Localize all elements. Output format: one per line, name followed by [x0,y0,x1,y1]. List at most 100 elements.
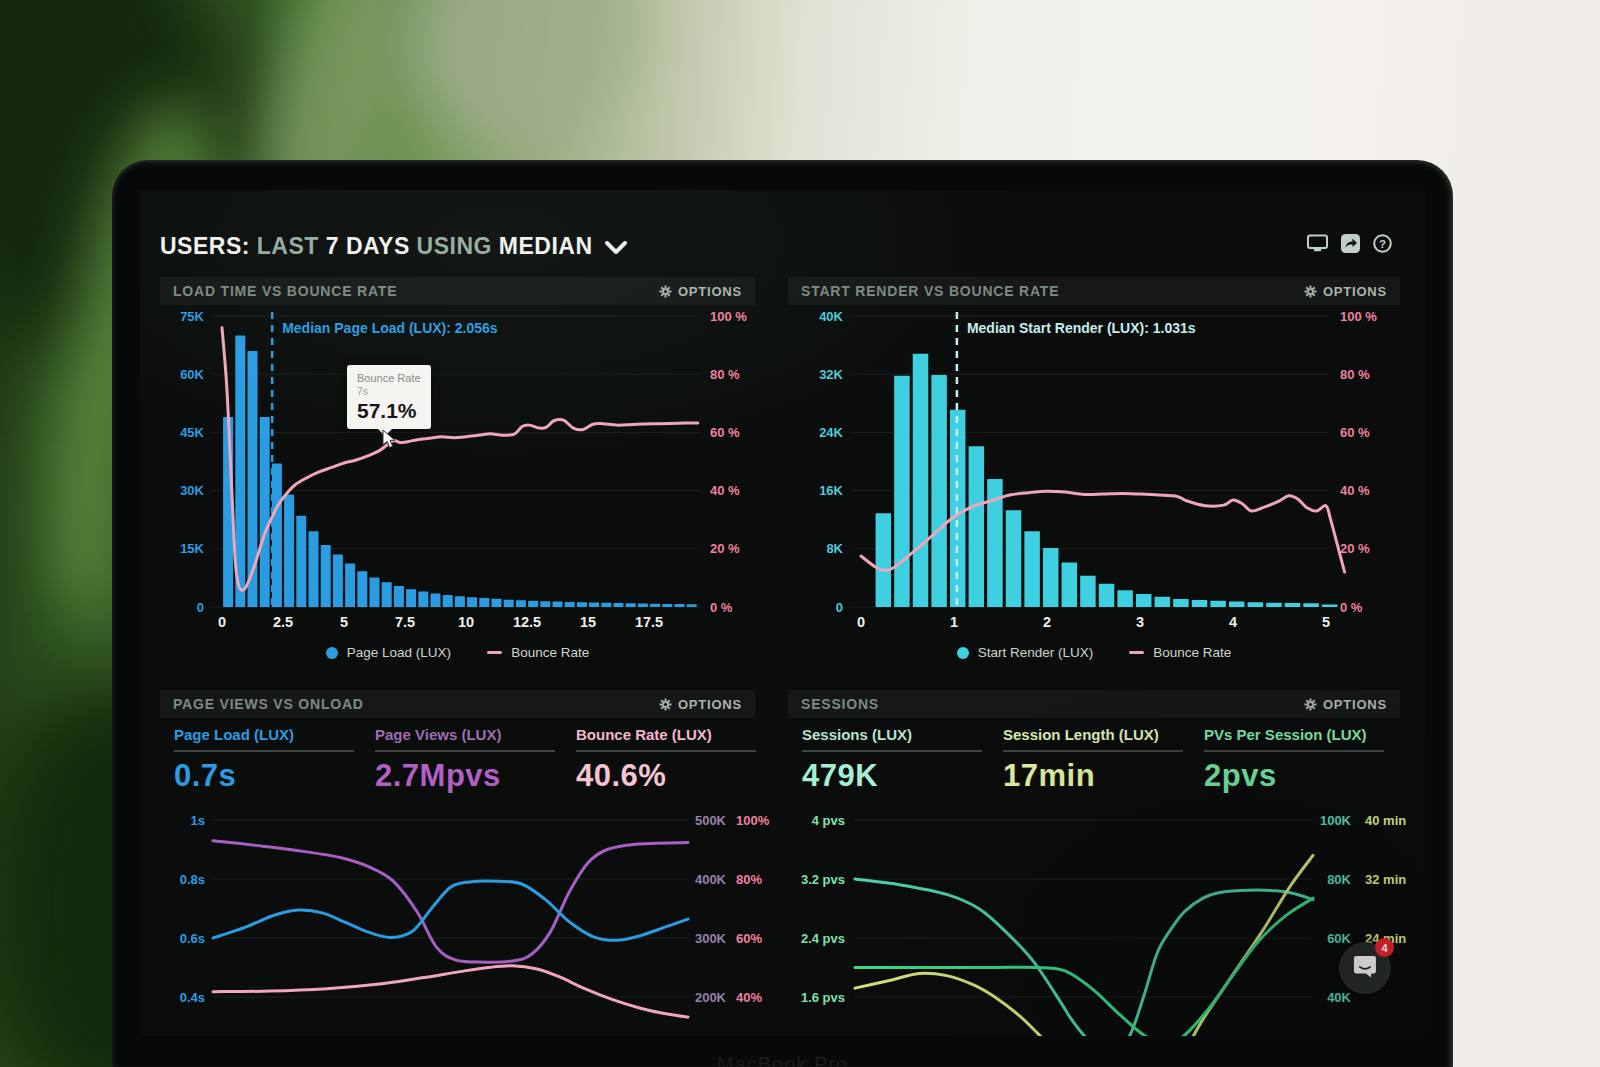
metric-session-length: Session Length (LUX)17min [1003,726,1183,794]
options-button[interactable]: OPTIONS [1304,697,1387,712]
options-button[interactable]: OPTIONS [659,284,742,299]
intercom-chat-button[interactable]: 4 [1339,942,1391,994]
svg-text:60 %: 60 % [1340,425,1370,440]
display-icon[interactable] [1307,234,1328,253]
svg-text:0: 0 [218,614,226,630]
svg-text:17.5: 17.5 [635,614,663,630]
series-Page Load [213,881,688,940]
svg-text:2.4 pvs: 2.4 pvs [801,931,845,946]
svg-text:100 %: 100 % [710,309,747,324]
chat-icon [1352,955,1378,981]
metric-page-load: Page Load (LUX)0.7s [174,726,354,794]
panel-load-time-vs-bounce-rate: LOAD TIME VS BOUNCE RATE OPTIONS 75K100 … [160,277,755,677]
title-median: MEDIAN [499,233,593,260]
svg-text:40 min: 40 min [1365,813,1406,828]
metric-pvs-per-session: PVs Per Session (LUX)2pvs [1204,726,1384,794]
series-PVs Per Session [855,898,1313,1036]
svg-text:80%: 80% [736,872,762,887]
svg-text:20 %: 20 % [710,541,740,556]
metric-sessions: Sessions (LUX)479K [802,726,982,794]
load-time-histogram-chart[interactable]: 75K100 %60K80 %45K60 %30K40 %15K20 %00 %… [160,305,755,640]
svg-text:5: 5 [340,614,348,630]
svg-text:2: 2 [1043,614,1051,630]
svg-text:32K: 32K [819,367,843,382]
svg-text:60 %: 60 % [710,425,740,440]
svg-text:4 pvs: 4 pvs [812,813,845,828]
dashboard-screen: USERS: LAST 7 DAYS USING MEDIAN ? LOAD T… [140,190,1425,1036]
svg-text:1.6 pvs: 1.6 pvs [801,990,845,1005]
gear-icon [1304,285,1317,298]
chart-tooltip: Bounce Rate 7s 57.1% [347,365,431,429]
svg-text:30K: 30K [180,483,204,498]
svg-text:5: 5 [1322,614,1330,630]
svg-text:15K: 15K [180,541,204,556]
svg-text:0 %: 0 % [710,600,733,615]
panel-header: PAGE VIEWS VS ONLOAD OPTIONS [160,690,755,718]
laptop: USERS: LAST 7 DAYS USING MEDIAN ? LOAD T… [112,160,1453,1067]
help-icon[interactable]: ? [1373,234,1392,253]
svg-text:400K: 400K [695,872,727,887]
histogram-bars [223,335,697,607]
panel-title: PAGE VIEWS VS ONLOAD [173,696,364,712]
sessions-line-chart[interactable]: 4 pvs100K40 min3.2 pvs80K32 min2.4 pvs60… [788,805,1425,1036]
svg-text:0.6s: 0.6s [180,931,205,946]
series-Session Length [855,855,1313,1036]
svg-text:0: 0 [836,600,843,615]
panel-title: LOAD TIME VS BOUNCE RATE [173,283,397,299]
svg-text:3: 3 [1136,614,1144,630]
svg-text:100%: 100% [736,813,770,828]
svg-text:60K: 60K [180,367,204,382]
svg-text:45K: 45K [180,425,204,440]
svg-text:40 %: 40 % [1340,483,1370,498]
svg-text:0: 0 [857,614,865,630]
series-Page Views [213,841,688,963]
title-7days: 7 DAYS [326,233,410,260]
median-label: Median Page Load (LUX): 2.056s [282,320,498,336]
chevron-down-icon[interactable] [605,241,627,255]
gear-icon [659,285,672,298]
legend-line [1129,651,1144,654]
title-using: USING [410,233,499,260]
legend-dot [957,647,969,659]
svg-text:1: 1 [950,614,958,630]
metric-bounce-rate: Bounce Rate (LUX)40.6% [576,726,756,794]
svg-text:40 %: 40 % [710,483,740,498]
svg-text:1s: 1s [191,813,205,828]
svg-text:80K: 80K [1327,872,1351,887]
svg-text:500K: 500K [695,813,727,828]
svg-text:10: 10 [458,614,474,630]
svg-text:40K: 40K [1327,990,1351,1005]
notification-badge: 4 [1375,938,1394,957]
svg-text:40K: 40K [819,309,843,324]
svg-text:24K: 24K [819,425,843,440]
title-last: LAST [250,233,326,260]
svg-text:200K: 200K [695,990,727,1005]
share-icon[interactable] [1341,234,1360,253]
page-title[interactable]: USERS: LAST 7 DAYS USING MEDIAN [160,230,627,262]
title-users: USERS: [160,233,250,260]
svg-text:100K: 100K [1320,813,1352,828]
options-button[interactable]: OPTIONS [659,697,742,712]
mouse-cursor [382,429,396,449]
chart-legend: Page Load (LUX) Bounce Rate [160,645,755,660]
svg-text:300K: 300K [695,931,727,946]
svg-text:0: 0 [197,600,204,615]
page-views-line-chart[interactable]: 1s500K100%0.8s400K80%0.6s300K60%0.4s200K… [160,805,800,1036]
svg-text:0.8s: 0.8s [180,872,205,887]
panel-sessions: SESSIONS OPTIONS Sessions (LUX)479K Sess… [788,690,1400,1036]
svg-text:40%: 40% [736,990,762,1005]
panel-start-render-vs-bounce-rate: START RENDER VS BOUNCE RATE OPTIONS 40K 1… [788,277,1400,677]
median-label: Median Start Render (LUX): 1.031s [967,320,1196,336]
svg-text:7.5: 7.5 [395,614,415,630]
panel-title: START RENDER VS BOUNCE RATE [801,283,1059,299]
panel-header: SESSIONS OPTIONS [788,690,1400,718]
svg-text:80 %: 80 % [1340,367,1370,382]
gear-icon [1304,698,1317,711]
svg-text:20 %: 20 % [1340,541,1370,556]
options-button[interactable]: OPTIONS [1304,284,1387,299]
series-Bounce Rate [213,966,688,1017]
svg-text:32 min: 32 min [1365,872,1406,887]
svg-text:60%: 60% [736,931,762,946]
histogram-bars [876,354,1338,607]
start-render-histogram-chart[interactable]: 40K100 %32K80 %24K60 %16K40 %8K20 %00 %0… [788,305,1400,640]
